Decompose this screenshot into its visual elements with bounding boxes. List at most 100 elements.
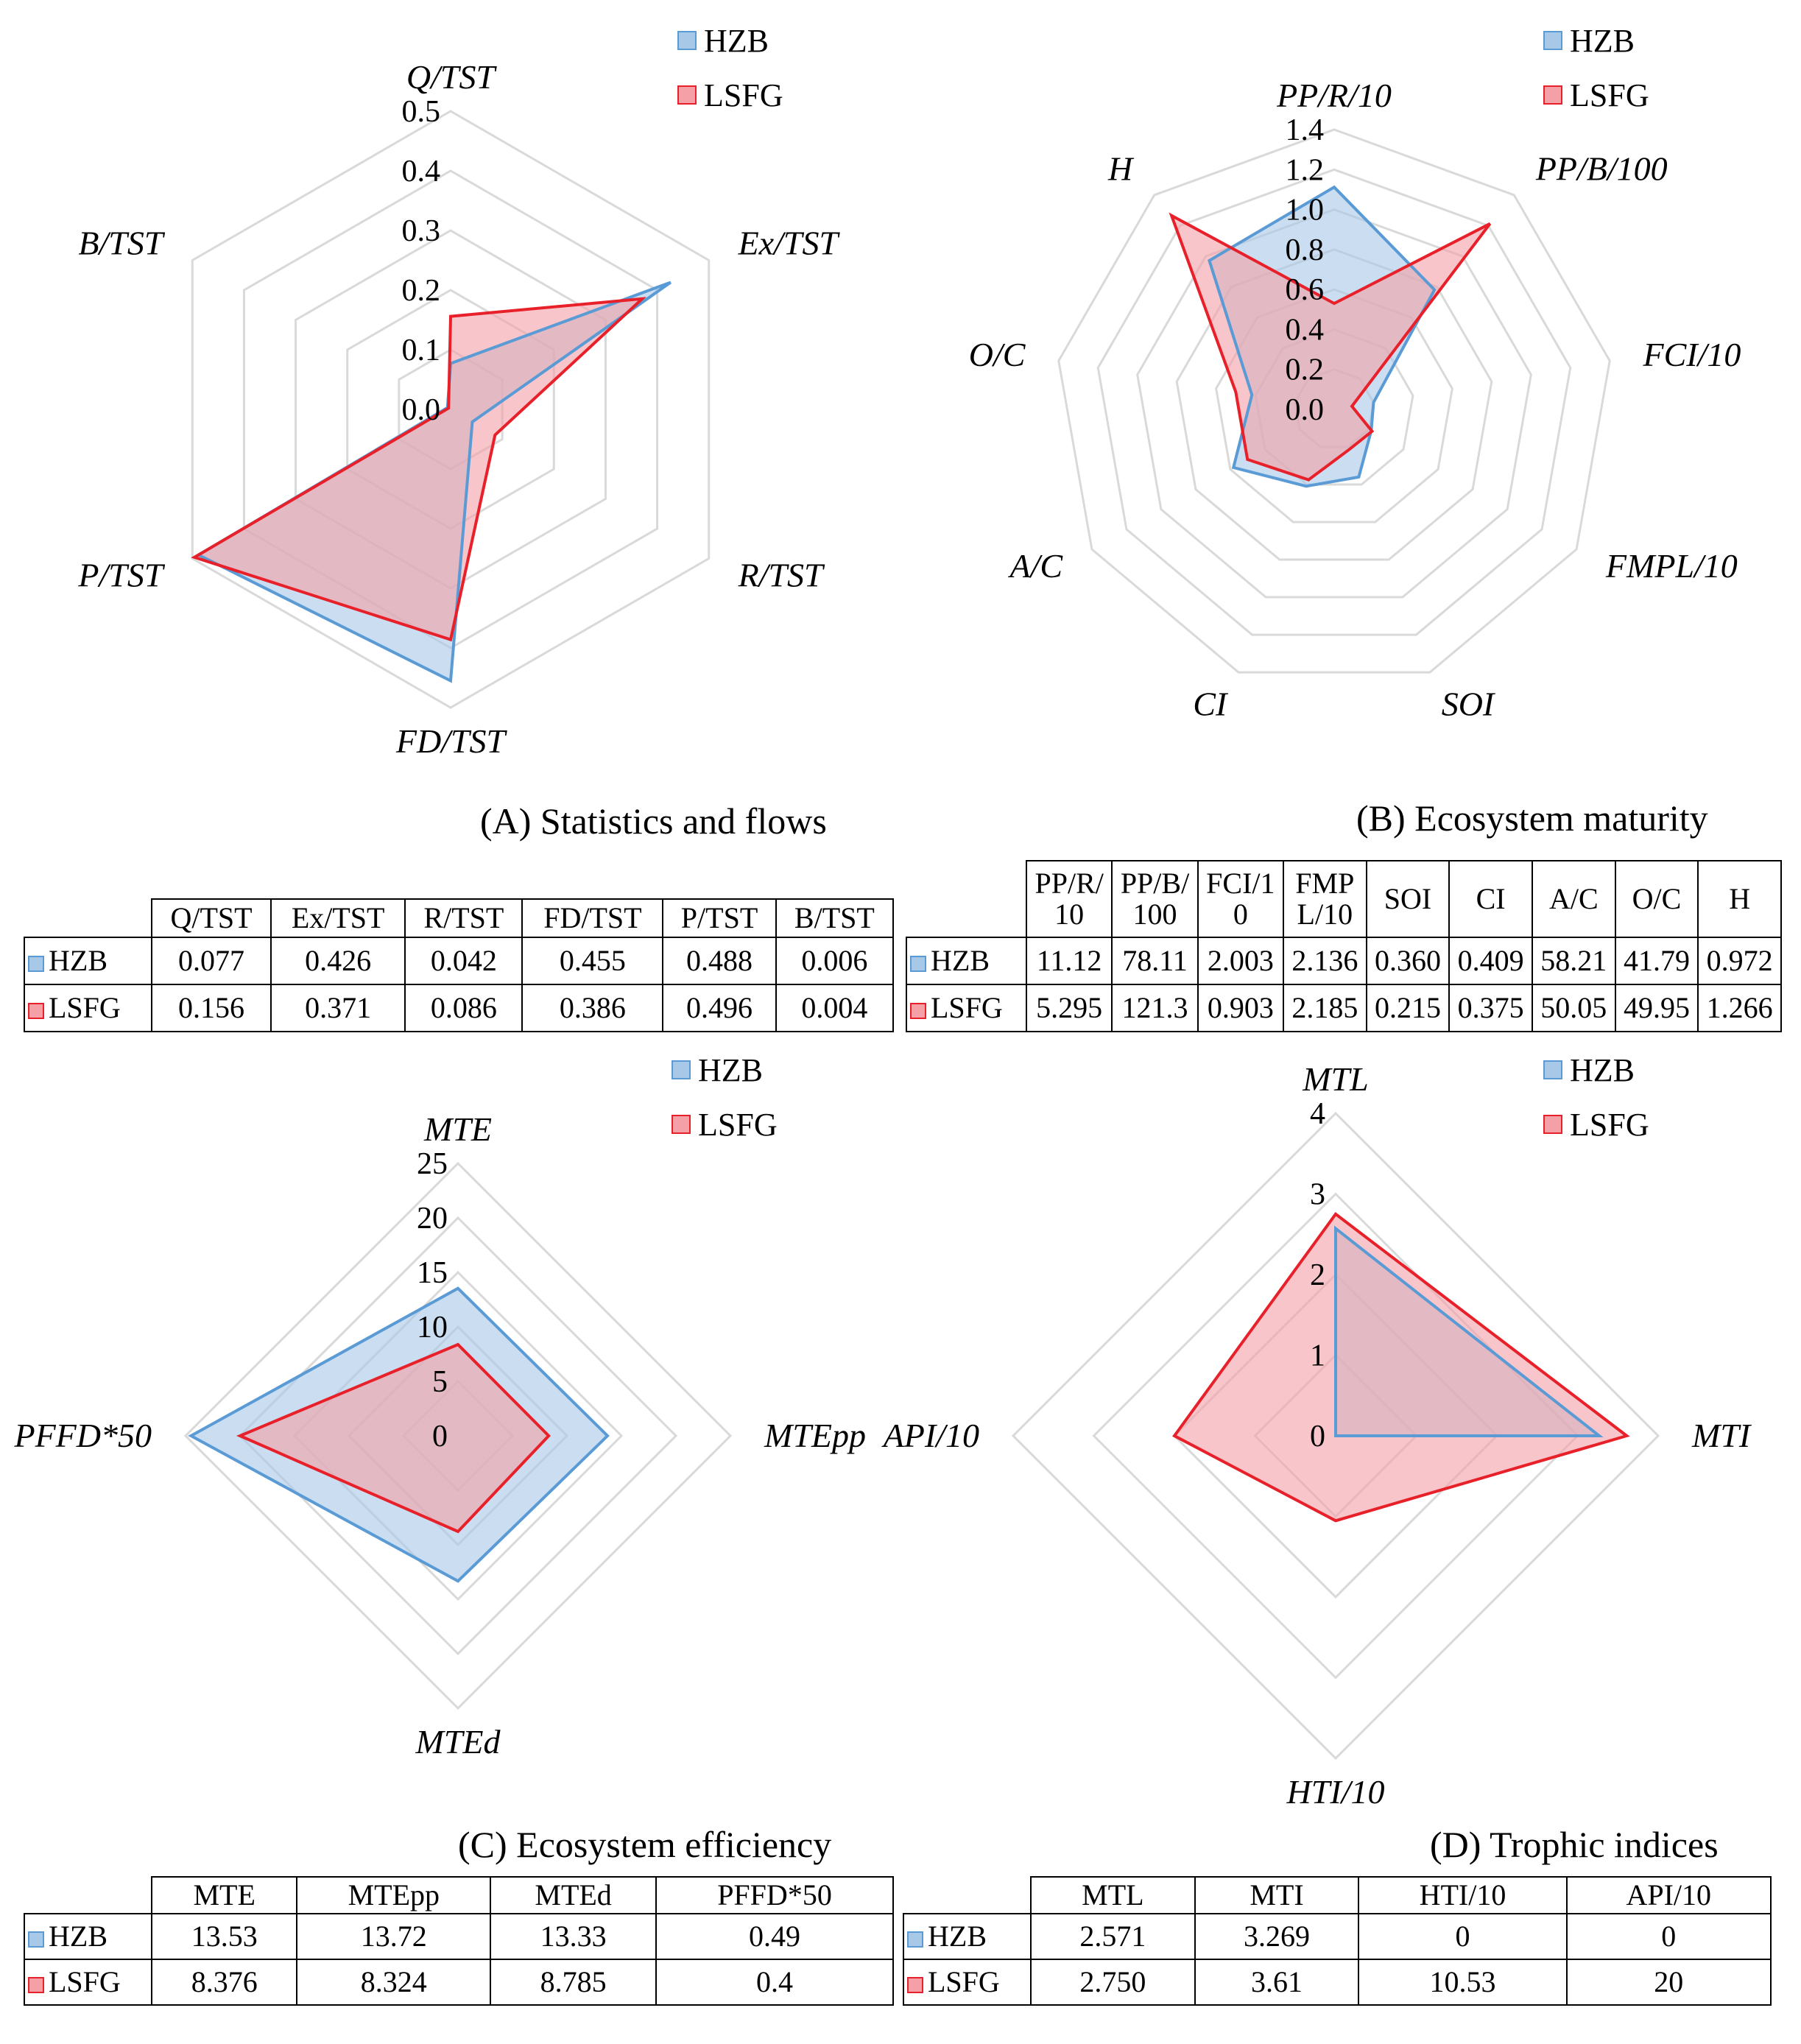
- caption-c: (C) Ecosystem efficiency: [458, 1824, 832, 1865]
- table-cell: 5.295: [1025, 984, 1113, 1032]
- legend-swatch-lsfg: [672, 1115, 691, 1134]
- table-header: O/C: [1614, 860, 1699, 938]
- tick-label: 10: [417, 1311, 448, 1345]
- header-line: PP/B/: [1120, 867, 1190, 900]
- series-line-lsfg: [236, 1342, 551, 1534]
- tick-label: 1.4: [1286, 113, 1325, 147]
- row-label-text: LSFG: [931, 991, 1003, 1024]
- table-cell: 0.042: [404, 937, 524, 985]
- legend-item-lsfg: LSFG: [672, 1097, 778, 1152]
- table-cell: 0: [1358, 1913, 1568, 1960]
- table-cell: 13.33: [490, 1913, 657, 1960]
- tick-label: 0.0: [1286, 393, 1325, 427]
- table-header: PP/B/100: [1111, 860, 1199, 938]
- table-row: LSFG 5.295 121.3 0.903 2.185 0.215 0.375…: [906, 984, 1782, 1032]
- axis-label: MTEd: [415, 1723, 501, 1761]
- table-cell: 0.006: [775, 937, 895, 985]
- table-d: MTL MTI HTI/10 API/10 HZB 2.571 3.269 0 …: [903, 1876, 1772, 2006]
- legend-d: HZB LSFG: [1543, 1043, 1649, 1152]
- legend-swatch-lsfg: [907, 1977, 923, 1993]
- caption-a: (A) Statistics and flows: [480, 800, 827, 842]
- table-row: HZB 0.077 0.426 0.042 0.455 0.488 0.006: [24, 937, 895, 985]
- table-cell: 50.05: [1531, 984, 1616, 1032]
- table-cell: 2.571: [1030, 1913, 1196, 1960]
- header-line: L/10: [1297, 898, 1353, 931]
- series-area-lsfg: [240, 1345, 549, 1532]
- tick-label: 4: [1310, 1097, 1325, 1131]
- table-row: LSFG 8.376 8.324 8.785 0.4: [24, 1959, 894, 2006]
- legend-swatch-lsfg: [1543, 1115, 1562, 1134]
- caption-b: (B) Ecosystem maturity: [1356, 797, 1708, 839]
- table-header: PP/R/10: [1025, 860, 1113, 938]
- grid-ring: [1011, 1111, 1660, 1761]
- table-cell: 3.269: [1194, 1913, 1360, 1960]
- legend-c: HZB LSFG: [672, 1043, 778, 1152]
- table-cell: 121.3: [1111, 984, 1199, 1032]
- tick-label: 0.0: [402, 393, 441, 427]
- series-line-lsfg: [1169, 212, 1492, 482]
- table-header: MTL: [1030, 1876, 1196, 1914]
- axis-label: API/10: [881, 1417, 979, 1454]
- legend-label-hzb: HZB: [704, 22, 769, 59]
- table-cell: 13.72: [296, 1913, 492, 1960]
- legend-swatch-hzb: [672, 1060, 691, 1079]
- tick-label: 1.2: [1286, 153, 1325, 187]
- row-label-text: HZB: [49, 944, 108, 977]
- table-row: LSFG 0.156 0.371 0.086 0.386 0.496 0.004: [24, 984, 895, 1032]
- table-cell: 13.53: [150, 1913, 298, 1960]
- table-cell: 0.004: [775, 984, 895, 1032]
- panel-a: 0.0 0.1 0.2 0.3 0.4 0.5 Q/TST Ex/TST R/TST FD/TST…: [0, 0, 898, 869]
- table-cell: 0.972: [1697, 937, 1782, 985]
- panel-b: 0.0 0.2 0.4 0.6 0.8 1.0 1.2 1.4 PP/R/10 PP/B/100 F…: [903, 0, 1801, 869]
- header-line: FMP: [1295, 867, 1355, 900]
- table-cell: 8.376: [150, 1959, 298, 2006]
- panel-d: 0 1 2 3 4 MTL MTI HTI/10 API/10 HZB LSFG: [881, 1031, 1801, 1833]
- tick-label: 20: [417, 1202, 448, 1236]
- table-cell: 1.266: [1697, 984, 1782, 1032]
- axis-label: FMPL/10: [1605, 547, 1738, 585]
- header-line: 100: [1132, 898, 1177, 931]
- table-header-row: PP/R/10 PP/B/100 FCI/1 0 FMP L/10 SOI CI A…: [906, 860, 1782, 938]
- legend-item-hzb: HZB: [677, 13, 783, 68]
- legend-a: HZB LSFG: [677, 13, 783, 122]
- table-cell: 10.53: [1358, 1959, 1568, 2006]
- series-line-lsfg: [191, 297, 646, 642]
- legend-item-lsfg: LSFG: [1543, 1097, 1649, 1152]
- table-cell: 0.375: [1448, 984, 1533, 1032]
- legend-label-hzb: HZB: [1570, 22, 1635, 59]
- tick-label: 1: [1310, 1339, 1325, 1373]
- table-header: CI: [1448, 860, 1533, 938]
- table-c: MTE MTEpp MTEd PFFD*50 HZB 13.53 13.72 1…: [24, 1876, 894, 2006]
- table-cell: 2.136: [1282, 937, 1367, 985]
- table-header: HTI/10: [1358, 1876, 1568, 1914]
- row-label-text: HZB: [49, 1920, 108, 1953]
- table-corner: [906, 861, 1027, 938]
- table-header: SOI: [1365, 860, 1451, 938]
- series-line-hzb: [1334, 1225, 1604, 1437]
- legend-item-lsfg: LSFG: [677, 68, 783, 122]
- axis-label: PP/R/10: [1276, 77, 1392, 114]
- row-label-lsfg: LSFG: [24, 1959, 152, 2006]
- tick-label: 0.4: [402, 155, 441, 188]
- table-cell: 0.215: [1365, 984, 1451, 1032]
- axis-label: MTI: [1691, 1417, 1752, 1454]
- table-cell: 11.12: [1025, 937, 1113, 985]
- table-cell: 0.409: [1448, 937, 1533, 985]
- table-header: A/C: [1531, 860, 1616, 938]
- grid-ring: [1057, 128, 1611, 674]
- legend-label-lsfg: LSFG: [704, 77, 783, 113]
- table-cell: 0.156: [150, 984, 272, 1032]
- table-cell: 0.371: [270, 984, 406, 1032]
- row-label-lsfg: LSFG: [903, 1959, 1032, 2006]
- table-header: B/TST: [775, 898, 895, 938]
- axis-label: MTL: [1302, 1060, 1368, 1098]
- table-header: Q/TST: [150, 898, 272, 938]
- axis-label: FCI/10: [1643, 336, 1741, 373]
- legend-swatch-hzb: [1543, 1060, 1562, 1079]
- table-header: MTE: [150, 1876, 298, 1914]
- table-a: Q/TST Ex/TST R/TST FD/TST P/TST B/TST HZ…: [24, 898, 895, 1032]
- legend-swatch-hzb: [907, 1931, 923, 1948]
- tick-label: 0.8: [1286, 233, 1325, 267]
- legend-swatch-lsfg: [28, 1977, 44, 1993]
- table-cell: 3.61: [1194, 1959, 1360, 2006]
